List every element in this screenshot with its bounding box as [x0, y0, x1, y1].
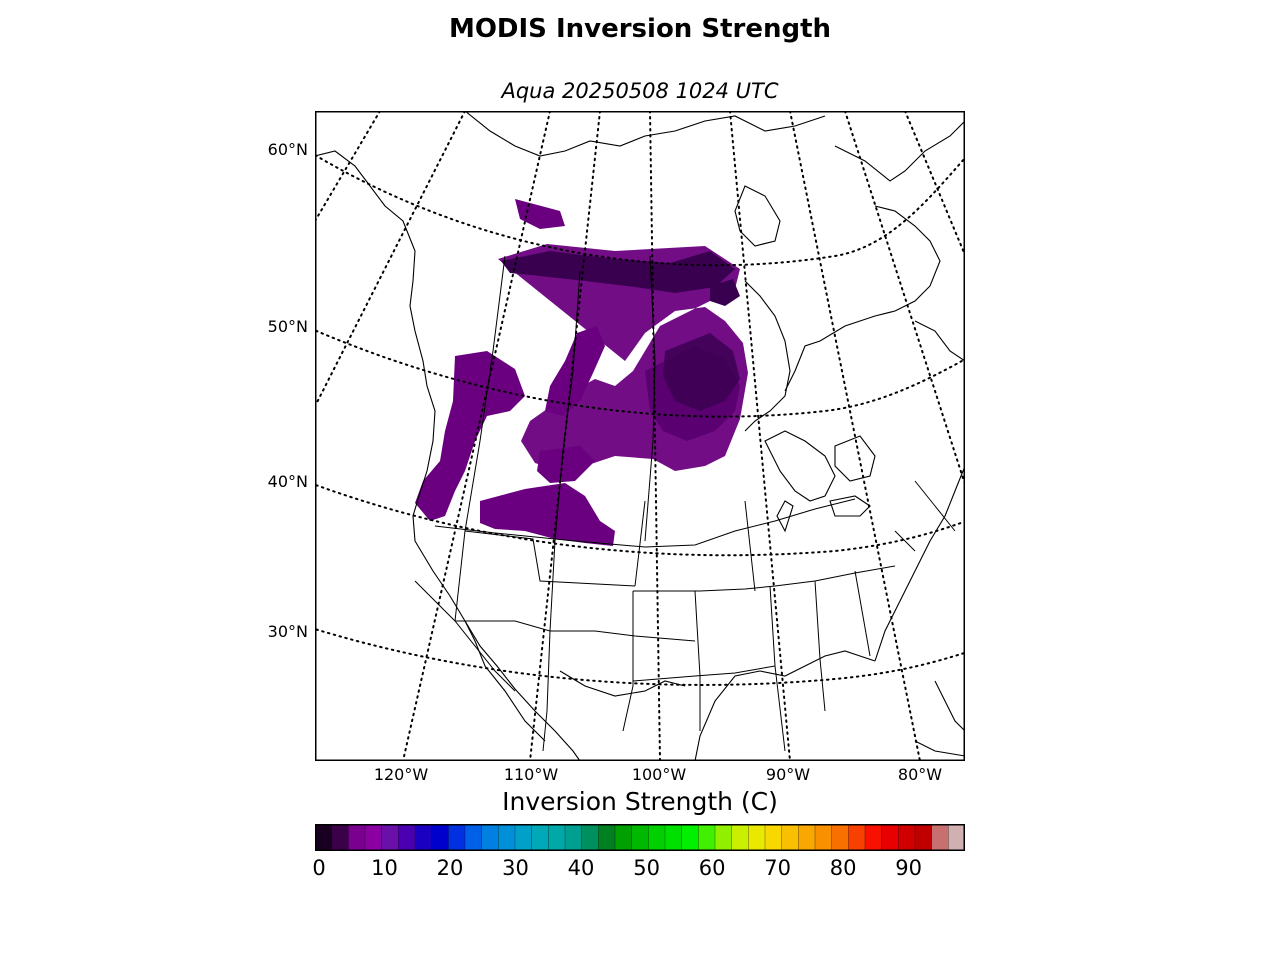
colorbar-segment: [781, 824, 799, 851]
colorbar-tick-label: 70: [764, 856, 791, 880]
map-subtitle: Aqua 20250508 1024 UTC: [501, 79, 779, 103]
lon-label-90w: 90°W: [765, 765, 811, 784]
colorbar-title: Inversion Strength (C): [502, 787, 778, 816]
colorbar-segment: [915, 824, 933, 851]
colorbar-segment: [798, 824, 816, 851]
political-boundaries: [414, 255, 956, 752]
colorbar-segment: [831, 824, 849, 851]
colorbar-segment: [748, 824, 766, 851]
lat-label-50n: 50°N: [267, 317, 308, 336]
colorbar-segment: [648, 824, 666, 851]
colorbar-tick-label: 40: [567, 856, 595, 880]
colorbar: [315, 824, 965, 851]
colorbar-segment: [581, 824, 599, 851]
coastline-layer: [315, 111, 965, 761]
graticule: [315, 111, 965, 761]
colorbar-segment: [598, 824, 616, 851]
colorbar-segment: [898, 824, 916, 851]
colorbar-segment: [331, 824, 349, 851]
colorbar-segment: [815, 824, 833, 851]
colorbar-segment: [681, 824, 699, 851]
colorbar-segment: [948, 824, 965, 851]
lat-label-40n: 40°N: [267, 472, 308, 491]
lon-label-80w: 80°W: [897, 765, 943, 784]
lon-label-120w: 120°W: [373, 765, 429, 784]
colorbar-segment: [881, 824, 899, 851]
colorbar-segment: [631, 824, 649, 851]
map-canvas: [315, 111, 965, 761]
map-border: [315, 111, 965, 761]
colorbar-tick-label: 90: [895, 856, 922, 880]
colorbar-tick-label: 0: [312, 856, 326, 880]
map-title: MODIS Inversion Strength: [448, 14, 832, 44]
colorbar-tick-label: 30: [502, 856, 529, 880]
lat-label-60n: 60°N: [267, 140, 308, 159]
colorbar-segment: [665, 824, 683, 851]
colorbar-segment: [715, 824, 733, 851]
colorbar-segment: [865, 824, 883, 851]
inversion-data-dark: [501, 251, 740, 411]
colorbar-segment: [565, 824, 583, 851]
colorbar-segment: [548, 824, 566, 851]
colorbar-tick-label: 80: [829, 856, 857, 880]
lon-label-100w: 100°W: [631, 765, 687, 784]
colorbar-segment: [615, 824, 633, 851]
colorbar-segment: [731, 824, 749, 851]
colorbar-segment: [365, 824, 383, 851]
colorbar-segment: [348, 824, 366, 851]
lon-label-110w: 110°W: [503, 765, 559, 784]
colorbar-segment: [698, 824, 716, 851]
inversion-data-overlay: [415, 199, 748, 546]
map-panel: [315, 111, 965, 761]
colorbar-segment: [481, 824, 499, 851]
colorbar-segment: [465, 824, 483, 851]
colorbar-segment: [448, 824, 466, 851]
colorbar-segment: [765, 824, 783, 851]
colorbar-segment: [431, 824, 449, 851]
colorbar-segment: [515, 824, 533, 851]
colorbar-segment: [381, 824, 399, 851]
colorbar-segment: [531, 824, 549, 851]
colorbar-tick-label: 60: [698, 856, 726, 880]
colorbar-segment: [848, 824, 866, 851]
colorbar-tick-label: 10: [371, 856, 398, 880]
colorbar-segment: [315, 824, 333, 851]
colorbar-segment: [498, 824, 516, 851]
colorbar-tick-label: 50: [633, 856, 660, 880]
colorbar-segment: [398, 824, 416, 851]
colorbar-segment: [415, 824, 433, 851]
colorbar-tick-label: 20: [436, 856, 464, 880]
colorbar-segment: [931, 824, 949, 851]
lat-label-30n: 30°N: [267, 622, 308, 641]
